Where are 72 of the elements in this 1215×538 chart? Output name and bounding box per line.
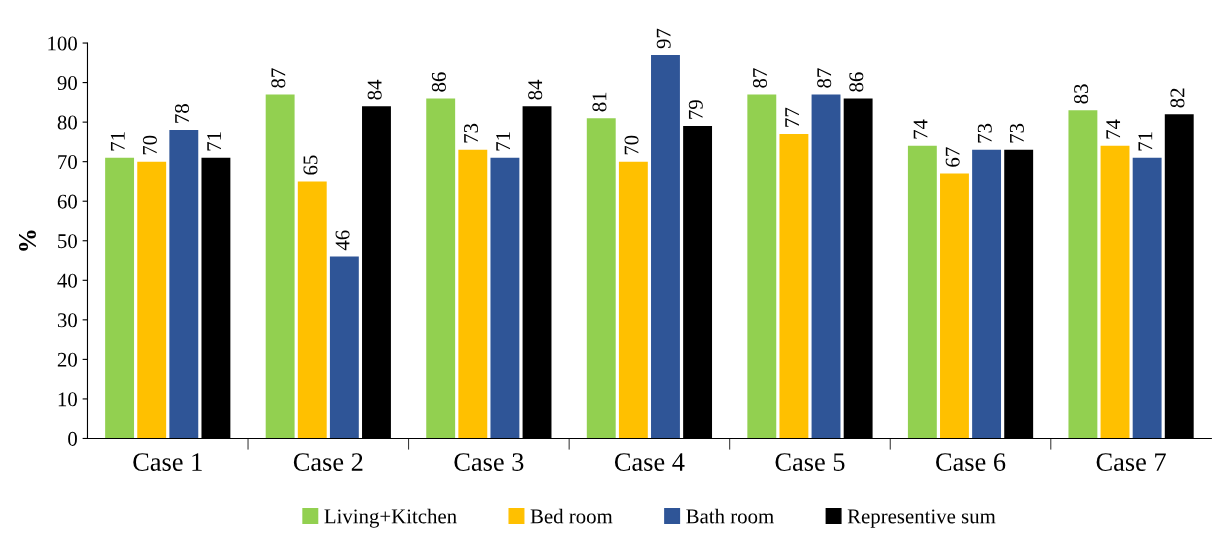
data-label: 84: [367, 79, 382, 100]
data-label: 87: [752, 68, 768, 88]
data-label: 81: [592, 92, 607, 112]
y-tick-label: 70: [58, 155, 77, 170]
data-label: 74: [1106, 119, 1121, 139]
data-label: 71: [110, 132, 125, 151]
data-label: 87: [817, 68, 832, 88]
data-label: 87: [271, 68, 286, 88]
y-tick-label: 100: [48, 36, 77, 51]
data-label: 84: [528, 79, 543, 100]
y-tick-label: 80: [57, 115, 77, 130]
bar: [490, 157, 520, 439]
data-label: 78: [174, 104, 190, 123]
y-tick-label: 60: [57, 194, 77, 209]
bar: [105, 157, 135, 439]
data-label: 70: [142, 135, 157, 155]
bar: [811, 94, 841, 439]
data-label: 70: [624, 135, 639, 155]
data-label: 67: [945, 147, 960, 167]
bar: [972, 149, 1002, 439]
data-label: 71: [207, 132, 221, 151]
legend-label: Representive sum: [847, 509, 996, 528]
bar: [1100, 145, 1130, 439]
bar: [586, 118, 616, 439]
data-label: 73: [1009, 123, 1024, 143]
bar: [747, 94, 777, 439]
data-label: 71: [1138, 132, 1153, 151]
bar: [1068, 110, 1098, 439]
y-axis-title: %: [19, 230, 36, 251]
y-tick-label: 0: [68, 431, 77, 446]
bar: [779, 133, 809, 439]
x-tick-label: Case 2: [293, 453, 363, 471]
bar: [907, 145, 937, 439]
data-label: 46: [335, 230, 350, 251]
data-label: 73: [977, 123, 992, 143]
bar: [265, 94, 295, 439]
bar: [618, 161, 648, 439]
legend-label: Living+Kitchen: [324, 508, 457, 528]
data-label: 71: [496, 132, 510, 151]
bar: [426, 98, 456, 439]
data-label: 79: [688, 100, 703, 119]
legend-label: Bed room: [530, 508, 613, 524]
bar: [940, 173, 969, 439]
bar: [651, 54, 680, 439]
x-tick-label: Case 1: [133, 453, 202, 471]
data-label: 86: [849, 72, 864, 92]
data-label: 73: [464, 123, 479, 143]
data-label: 77: [785, 107, 799, 127]
bar: [169, 130, 199, 439]
bar: [137, 161, 167, 439]
legend-label: Bath room: [686, 508, 774, 524]
bar: [297, 181, 327, 439]
data-label: 86: [431, 72, 446, 92]
x-tick-label: Case 7: [1096, 453, 1166, 471]
bar: [458, 149, 488, 439]
x-tick-label: Case 4: [614, 453, 685, 471]
y-tick-label: 20: [57, 352, 77, 367]
y-tick-label: 30: [57, 313, 77, 328]
y-tick-label: 10: [58, 392, 77, 407]
data-label: 74: [913, 119, 928, 139]
data-label: 65: [303, 155, 318, 175]
data-label: 82: [1170, 88, 1185, 108]
bar: [1132, 157, 1162, 439]
bar: [329, 256, 359, 439]
data-label: 97: [656, 28, 671, 49]
x-tick-label: Case 3: [454, 453, 524, 471]
x-tick-label: Case 6: [936, 453, 1006, 471]
y-tick-label: 40: [57, 273, 77, 288]
x-tick-label: Case 5: [775, 453, 845, 471]
y-tick-label: 50: [58, 234, 77, 249]
data-label: 83: [1074, 84, 1089, 104]
y-tick-label: 90: [57, 75, 77, 91]
